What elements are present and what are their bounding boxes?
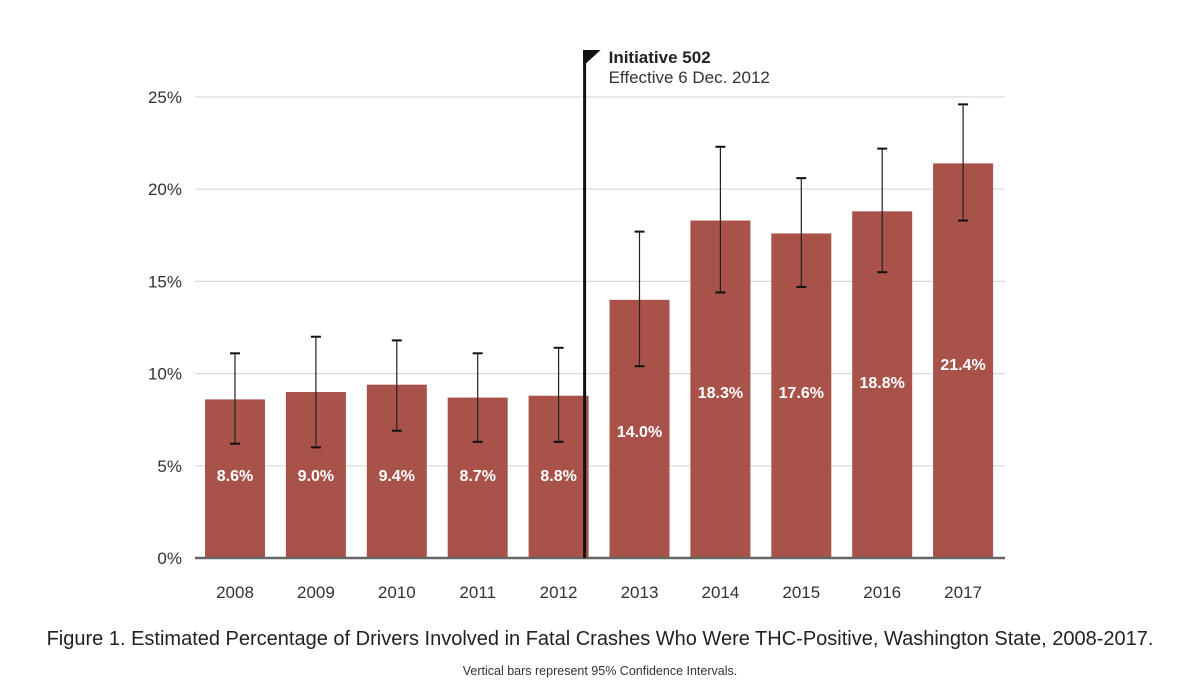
flag-icon xyxy=(583,50,601,66)
bar-value-label: 9.4% xyxy=(379,468,415,485)
x-tick-label: 2017 xyxy=(944,583,982,602)
annotation-subtitle: Effective 6 Dec. 2012 xyxy=(609,68,770,87)
chart: 0% 5% 10% 15% 20% 25% 8.6% 9.0% 9.4% 8.7% 8.8% 14.… xyxy=(148,48,1005,602)
bar-2017 xyxy=(933,163,994,558)
error-bar-2017 xyxy=(958,103,969,222)
y-axis-ticks: 0% 5% 10% 15% 20% 25% xyxy=(148,88,182,568)
bar-value-label: 14.0% xyxy=(617,424,662,441)
x-tick-label: 2014 xyxy=(701,583,739,602)
error-bar-2013 xyxy=(634,230,645,368)
bar-value-label: 8.8% xyxy=(540,468,576,485)
error-bar-2011 xyxy=(472,352,483,443)
x-tick-label: 2010 xyxy=(378,583,416,602)
figure-note: Vertical bars represent 95% Confidence I… xyxy=(462,664,738,678)
annotation-title: Initiative 502 xyxy=(609,48,711,67)
x-axis-ticks: 2008 2009 2010 2011 2012 2013 2014 2015 2016 2017 xyxy=(216,583,982,602)
error-bars xyxy=(230,103,969,449)
y-tick-label: 5% xyxy=(157,457,182,476)
x-tick-label: 2011 xyxy=(459,583,496,602)
bar-value-label: 18.8% xyxy=(860,375,905,392)
x-tick-label: 2009 xyxy=(297,583,335,602)
bars xyxy=(205,163,994,558)
error-bar-2016 xyxy=(877,147,888,274)
bar-value-label: 8.7% xyxy=(459,468,495,485)
x-tick-label: 2015 xyxy=(782,583,820,602)
y-tick-label: 20% xyxy=(148,180,182,199)
error-bar-2008 xyxy=(230,352,240,445)
bar-value-label: 18.3% xyxy=(698,385,743,402)
error-bar-2015 xyxy=(796,177,807,288)
y-tick-label: 15% xyxy=(148,272,182,291)
error-bar-2009 xyxy=(310,335,321,449)
y-tick-label: 25% xyxy=(148,88,182,107)
y-tick-label: 10% xyxy=(148,365,182,384)
x-tick-label: 2013 xyxy=(621,583,659,602)
error-bar-2012 xyxy=(553,346,564,443)
x-tick-label: 2008 xyxy=(216,583,254,602)
figure-title: Figure 1. Estimated Percentage of Driver… xyxy=(46,628,1154,650)
bar-value-label: 17.6% xyxy=(779,385,824,402)
x-tick-label: 2016 xyxy=(863,583,901,602)
bar-value-label: 8.6% xyxy=(217,468,253,485)
x-tick-label: 2012 xyxy=(540,583,578,602)
y-tick-label: 0% xyxy=(157,549,182,568)
bar-value-label: 9.0% xyxy=(298,468,334,485)
initiative-annotation: Initiative 502 Effective 6 Dec. 2012 xyxy=(583,48,770,558)
error-bar-2010 xyxy=(391,339,402,432)
bar-value-label: 21.4% xyxy=(940,357,985,374)
bar-labels: 8.6% 9.0% 9.4% 8.7% 8.8% 14.0% 18.3% 17.6% 18.8%… xyxy=(217,357,986,485)
error-bar-2014 xyxy=(715,145,726,294)
